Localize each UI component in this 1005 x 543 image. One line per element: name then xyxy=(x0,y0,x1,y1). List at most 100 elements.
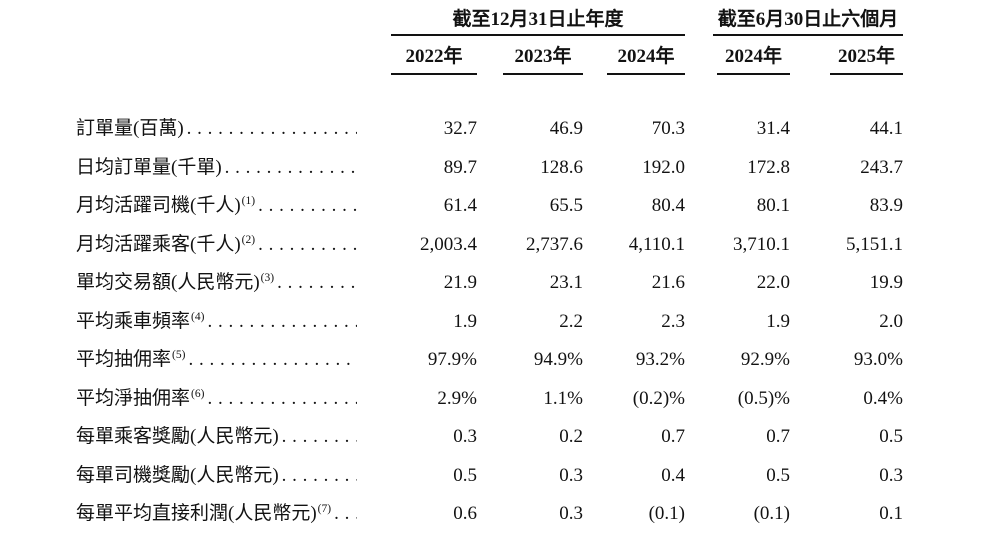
row-label-text: 平均抽佣率 xyxy=(76,349,172,370)
col-group-annual: 截至12月31日止年度 xyxy=(391,8,685,36)
table-cell-value: 0.1 xyxy=(879,503,903,525)
table-cell-value: 0.5 xyxy=(879,426,903,448)
table-cell-value: 89.7 xyxy=(443,156,477,178)
row-label-text: 平均乘車頻率 xyxy=(76,310,191,332)
table-cell-value: 21.6 xyxy=(651,272,685,294)
table-cell-value: 21.9 xyxy=(443,272,477,294)
table-row-label: 月均活躍司機(千人) (1) xyxy=(76,187,391,226)
table-cell-value: 1.9 xyxy=(453,310,477,332)
table-cell-value: 0.2 xyxy=(559,426,583,448)
row-label-text: 訂單量(百萬) xyxy=(76,118,184,139)
year-label: 2025年 xyxy=(830,46,903,75)
dot-leader xyxy=(207,303,357,342)
year-col-2024-interim: 2024年 xyxy=(685,46,790,75)
col-group-interim: 截至6月30日止六個月 xyxy=(685,8,903,36)
table-cell-value: 4,110.1 xyxy=(628,233,685,255)
table-cell-value: 0.3 xyxy=(559,503,583,525)
table-row-label: 每單司機獎勵(人民幣元) xyxy=(76,457,391,496)
table-cell-value: 97.9% xyxy=(427,349,477,371)
table-cell-value: 0.6 xyxy=(453,503,477,525)
dot-leader xyxy=(188,341,357,380)
table-cell-value: 2,737.6 xyxy=(526,233,583,255)
table-cell-value: 0.3 xyxy=(453,426,477,448)
table-cell-value: 70.3 xyxy=(651,118,685,140)
dot-leader xyxy=(258,226,357,265)
dot-leader xyxy=(258,187,357,226)
table-cell-value: 83.9 xyxy=(869,195,903,217)
dot-leader xyxy=(277,264,357,303)
dot-leader xyxy=(225,149,357,188)
table-cell-value: 93.0% xyxy=(853,349,903,371)
table-cell-value: 2.2 xyxy=(559,310,583,332)
table-header: 截至12月31日止年度 截至6月30日止六個月 xyxy=(76,8,1005,36)
year-label: 2022年 xyxy=(391,46,477,75)
table-cell-value: 0.5 xyxy=(766,464,790,486)
table-row-label: 每單平均直接利潤(人民幣元) (7) xyxy=(76,495,391,534)
table-cell-value: 172.8 xyxy=(747,156,790,178)
table-cell-value: 80.1 xyxy=(756,195,790,217)
dot-leader xyxy=(207,380,357,419)
year-col-2025-interim: 2025年 xyxy=(790,46,903,75)
dot-leader xyxy=(282,418,357,457)
table-cell-value: 94.9% xyxy=(533,349,583,371)
row-label-text: 月均活躍司機(千人) xyxy=(76,195,241,216)
table-cell-value: 0.4% xyxy=(863,387,903,409)
year-header-row: 2022年 2023年 2024年 2024年 2025年 xyxy=(76,46,1005,75)
year-col-2023: 2023年 xyxy=(477,46,583,75)
table-row-label: 每單乘客獎勵(人民幣元) xyxy=(76,418,391,457)
header-spacer xyxy=(76,8,391,36)
table-cell-value: 2.9% xyxy=(437,387,477,409)
table-row-label: 月均活躍乘客(千人) (2) xyxy=(76,226,391,265)
dot-leader xyxy=(282,457,357,496)
row-label-text: 日均訂單量(千單) xyxy=(76,156,222,178)
table-cell-value: (0.5)% xyxy=(737,387,790,409)
table-row-label: 日均訂單量(千單) xyxy=(76,149,391,188)
table-cell-value: 1.1% xyxy=(543,387,583,409)
table-row-label: 平均淨抽佣率 (6) xyxy=(76,380,391,419)
table-cell-value: 0.3 xyxy=(559,464,583,486)
table-cell-value: 0.7 xyxy=(766,426,790,448)
table-cell-value: 5,151.1 xyxy=(846,233,903,255)
table-body: 訂單量(百萬) 32.7 46.9 70.3 31.4 44.1 日均訂單量(千單) 89.7… xyxy=(76,110,1005,534)
year-label: 2024年 xyxy=(607,46,685,75)
year-col-2024: 2024年 xyxy=(583,46,685,75)
dot-leader xyxy=(334,495,357,534)
year-label: 2023年 xyxy=(503,46,583,75)
table-cell-value: 80.4 xyxy=(651,195,685,217)
table-cell-value: 44.1 xyxy=(869,118,903,140)
table-cell-value: 243.7 xyxy=(860,156,903,178)
table-row-label: 單均交易額(人民幣元) (3) xyxy=(76,264,391,303)
col-group-interim-title: 截至6月30日止六個月 xyxy=(713,8,903,36)
table-cell-value: 0.3 xyxy=(879,464,903,486)
table-cell-value: 0.4 xyxy=(661,464,685,486)
table-cell-value: 2,003.4 xyxy=(420,233,477,255)
row-label-text: 月均活躍乘客(千人) xyxy=(76,233,241,255)
table-cell-value: 1.9 xyxy=(766,310,790,332)
table-row-label: 平均乘車頻率 (4) xyxy=(76,303,391,342)
dot-leader xyxy=(187,110,357,149)
table-cell-value: 0.5 xyxy=(453,464,477,486)
table-cell-value: 22.0 xyxy=(756,272,790,294)
table-cell-value: 2.0 xyxy=(879,310,903,332)
col-group-annual-title: 截至12月31日止年度 xyxy=(452,9,624,30)
table-cell-value: 92.9% xyxy=(740,349,790,371)
table-cell-value: 32.7 xyxy=(443,118,477,140)
table-cell-value: 93.2% xyxy=(635,349,685,371)
table-row-label: 訂單量(百萬) xyxy=(76,110,391,149)
table-cell-value: 19.9 xyxy=(869,272,903,294)
table-row-label: 平均抽佣率 (5) xyxy=(76,341,391,380)
row-label-text: 平均淨抽佣率 xyxy=(76,387,191,409)
year-col-2022: 2022年 xyxy=(391,46,477,75)
table-cell-value: 0.7 xyxy=(661,426,685,448)
table-cell-value: (0.1) xyxy=(648,503,685,525)
table-cell-value: (0.1) xyxy=(753,503,790,525)
row-label-text: 單均交易額(人民幣元) xyxy=(76,272,260,293)
row-label-text: 每單乘客獎勵(人民幣元) xyxy=(76,426,279,447)
table-cell-value: 192.0 xyxy=(642,156,685,178)
row-label-text: 每單司機獎勵(人民幣元) xyxy=(76,464,279,486)
year-label: 2024年 xyxy=(717,46,790,75)
table-cell-value: 31.4 xyxy=(756,118,790,140)
table-cell-value: 61.4 xyxy=(443,195,477,217)
table-cell-value: 46.9 xyxy=(549,118,583,140)
